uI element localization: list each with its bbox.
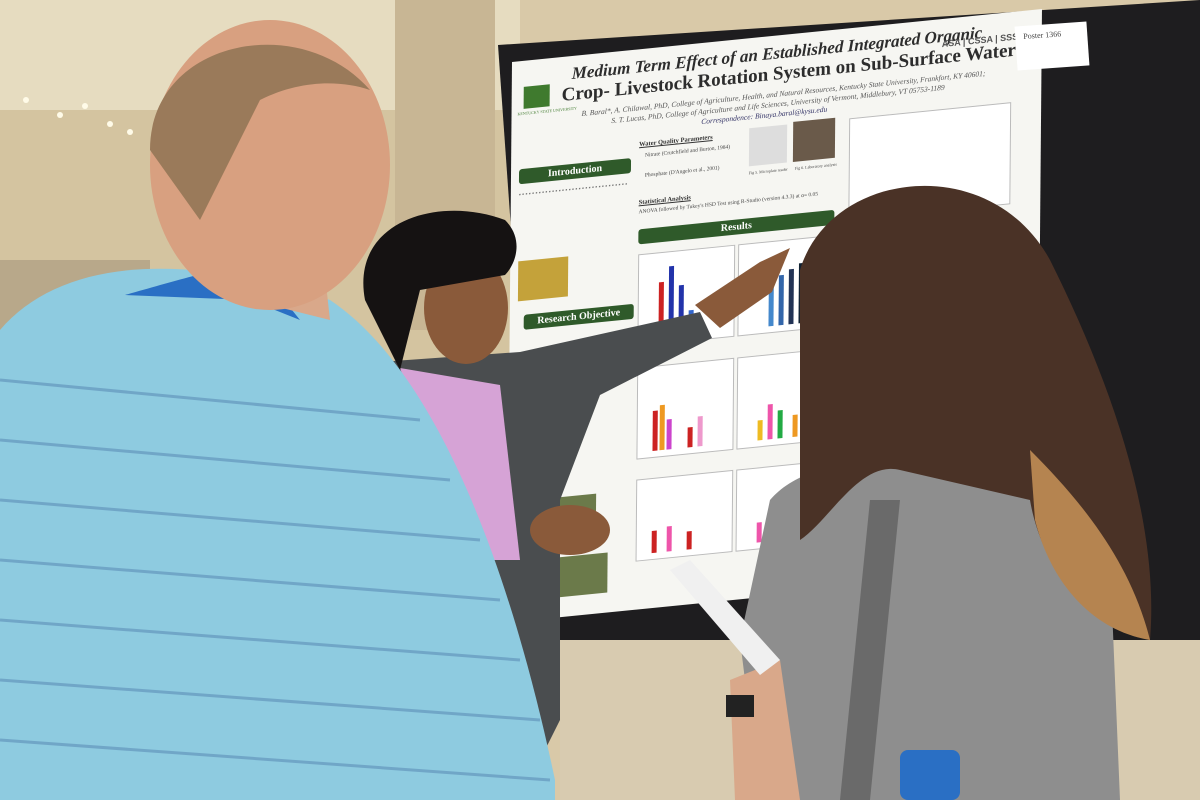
ceiling-lights bbox=[23, 97, 133, 135]
bag-strap bbox=[840, 500, 900, 800]
rolled-poster-tube bbox=[670, 560, 780, 675]
blue-bottle bbox=[900, 750, 960, 800]
presenter-shirt bbox=[400, 368, 520, 560]
man-shirt bbox=[0, 268, 555, 800]
woman-hair-tips bbox=[1030, 450, 1150, 640]
presenter-pointing-hand bbox=[695, 248, 790, 328]
woman-watch bbox=[726, 695, 754, 717]
man-hair bbox=[150, 44, 370, 221]
woman-shirt bbox=[740, 460, 1120, 800]
woman-right bbox=[670, 185, 1152, 800]
presenter-hair bbox=[363, 210, 517, 370]
presenter-left-hand bbox=[530, 505, 610, 555]
man-left bbox=[0, 20, 555, 800]
